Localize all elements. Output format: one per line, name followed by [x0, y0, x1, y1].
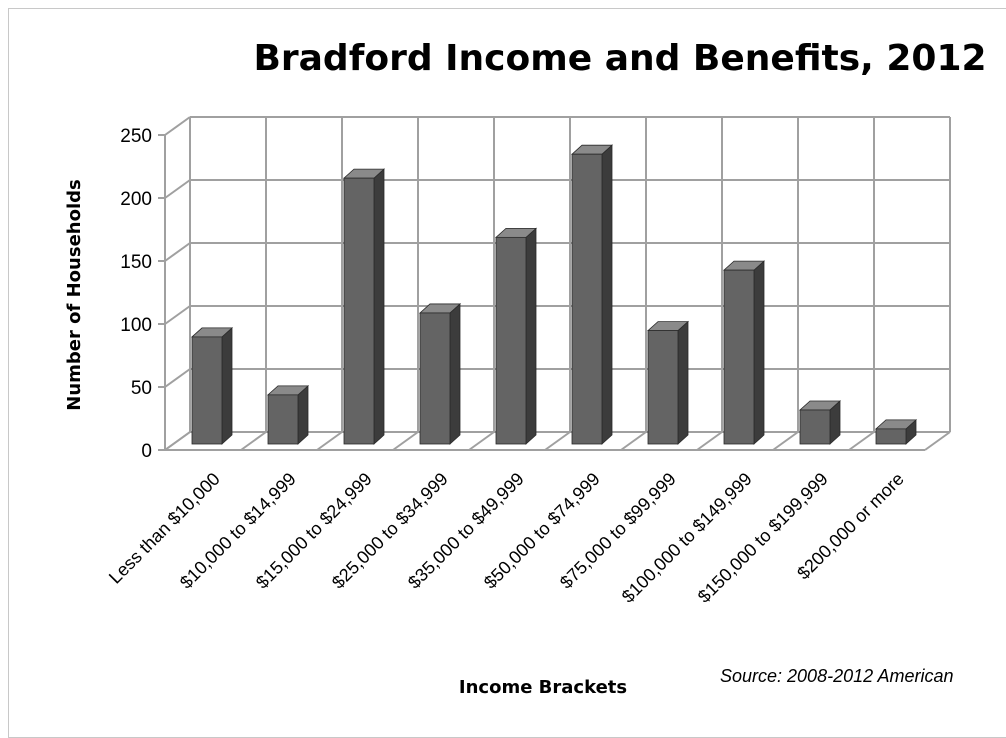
gridline-side [164, 368, 191, 388]
bar-side [373, 168, 385, 445]
bar [570, 144, 614, 445]
y-tick-label: 250 [120, 126, 152, 147]
y-tick-label: 0 [141, 441, 152, 462]
gridline-floor [620, 431, 647, 451]
bar-side [525, 227, 537, 445]
source-note: Source: 2008-2012 American [720, 666, 953, 686]
gridline-floor [696, 431, 723, 451]
gridline-side [164, 179, 191, 199]
bar-front [191, 336, 223, 445]
y-tick-label: 100 [120, 315, 152, 336]
y-axis-title: Number of Households [64, 179, 85, 410]
bar-side [601, 144, 613, 445]
bar-front [723, 269, 755, 445]
bar-side [753, 260, 765, 445]
bar [798, 400, 842, 445]
bar [646, 320, 690, 445]
gridline-side [164, 242, 191, 262]
bar-side [221, 327, 233, 445]
x-category-label: $150,000 to $199,999 [694, 469, 832, 607]
bar-front [875, 428, 907, 445]
gridline-floor [164, 431, 191, 451]
gridline-floor [544, 431, 571, 451]
gridline-floor [848, 431, 875, 451]
bar [342, 168, 386, 445]
gridline-floor [468, 431, 495, 451]
gridline-side [164, 305, 191, 325]
bar [494, 227, 538, 445]
bar-front [267, 394, 299, 445]
bar-front [571, 153, 603, 445]
bar [190, 327, 234, 445]
gridline-floor [316, 431, 343, 451]
x-axis-title: Income Brackets [459, 677, 627, 698]
gridlines [164, 116, 951, 451]
y-axis-ticks: 0 50 100 150 200 250 [120, 126, 165, 462]
bar-side [677, 320, 689, 445]
bar [266, 384, 310, 445]
bar-front [343, 177, 375, 445]
gridline-floor [924, 431, 951, 451]
bars [190, 144, 918, 445]
bar-front [799, 409, 831, 445]
bar-front [495, 236, 527, 445]
bar-front [647, 330, 679, 445]
gridline-floor [772, 431, 799, 451]
y-tick-label: 150 [120, 252, 152, 273]
gridline-side [164, 116, 191, 136]
bar-front [419, 312, 451, 445]
bar [874, 418, 918, 445]
gridline-floor [240, 431, 267, 451]
bar [722, 260, 766, 445]
x-axis-labels: Less than $10,000$10,000 to $14,999$15,0… [105, 469, 908, 607]
gridline-floor [392, 431, 419, 451]
bar [418, 303, 462, 445]
y-tick-label: 50 [131, 378, 152, 399]
chart-title: Bradford Income and Benefits, 2012 [253, 38, 986, 79]
x-category-label: $100,000 to $149,999 [618, 469, 756, 607]
y-tick-label: 200 [120, 189, 152, 210]
bar-side [449, 303, 461, 445]
bar-side [297, 384, 309, 445]
